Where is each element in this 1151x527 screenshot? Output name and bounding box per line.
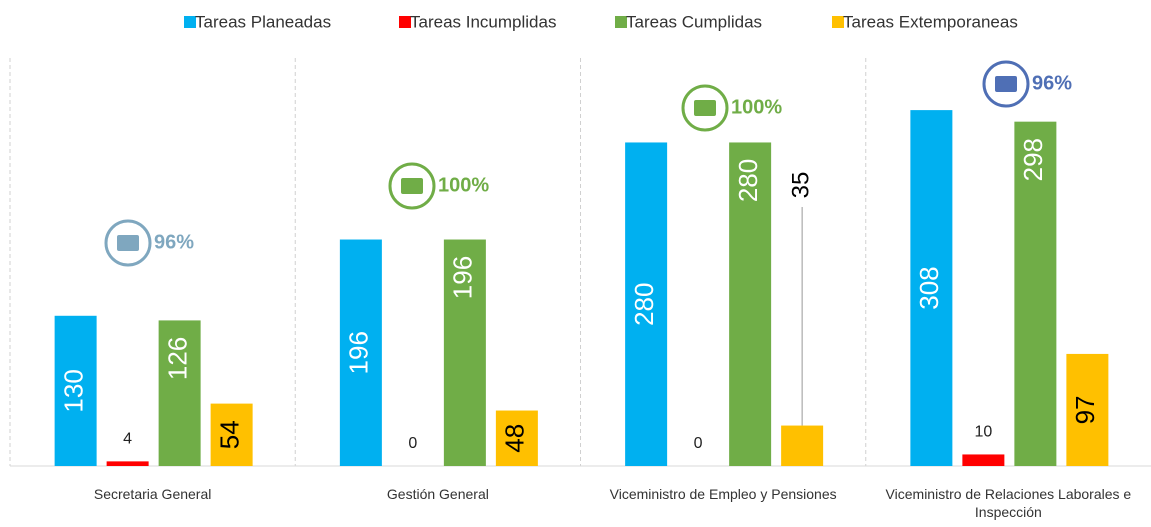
legend-label: Tareas Incumplidas (410, 12, 556, 31)
bar (910, 110, 953, 466)
bar (106, 461, 149, 466)
bar (443, 239, 486, 466)
annotation-label: 100% (731, 96, 782, 118)
value-label: 48 (500, 424, 530, 453)
value-label: 4 (123, 431, 132, 448)
value-label: 35 (787, 172, 814, 199)
icon-glyph (117, 235, 139, 251)
bar (1066, 353, 1109, 466)
icon-glyph (995, 76, 1017, 92)
annotation-label: 100% (438, 174, 489, 196)
value-label: 130 (59, 369, 89, 412)
legend-swatch (184, 16, 196, 28)
bar (1014, 121, 1057, 466)
value-label: 280 (629, 283, 659, 326)
legend-swatch (399, 16, 411, 28)
value-label: 10 (974, 424, 992, 441)
value-label: 196 (344, 331, 374, 374)
value-label: 54 (215, 420, 245, 449)
bar (781, 425, 824, 466)
x-tick-label: Gestión General (386, 486, 489, 502)
value-label: 298 (1018, 138, 1048, 181)
legend-label: Tareas Cumplidas (626, 12, 762, 31)
x-tick-label: Viceministro de Empleo y Pensiones (609, 486, 837, 502)
bar (962, 454, 1005, 466)
value-label: 0 (408, 435, 417, 452)
bar (339, 239, 382, 466)
x-tick-label: Secretaria General (93, 486, 212, 502)
value-label: 196 (448, 256, 478, 299)
icon-glyph (694, 100, 716, 116)
annotation-label: 96% (154, 231, 194, 253)
value-label: 280 (733, 159, 763, 202)
value-label: 0 (694, 435, 703, 452)
icon-glyph (401, 178, 423, 194)
bar (729, 142, 772, 466)
value-label: 126 (163, 337, 193, 380)
x-tick-label: Viceministro de Relaciones Laborales e I… (885, 486, 1132, 520)
bar (625, 142, 668, 466)
bar (158, 320, 201, 466)
value-label: 97 (1070, 395, 1100, 424)
annotation-label: 96% (1032, 72, 1072, 94)
legend-label: Tareas Planeadas (195, 12, 331, 31)
bar (495, 410, 538, 466)
bar (54, 315, 97, 466)
value-label: 308 (914, 266, 944, 309)
bar (210, 403, 253, 466)
legend-swatch (615, 16, 627, 28)
legend-label: Tareas Extemporaneas (843, 12, 1018, 31)
legend-swatch (832, 16, 844, 28)
